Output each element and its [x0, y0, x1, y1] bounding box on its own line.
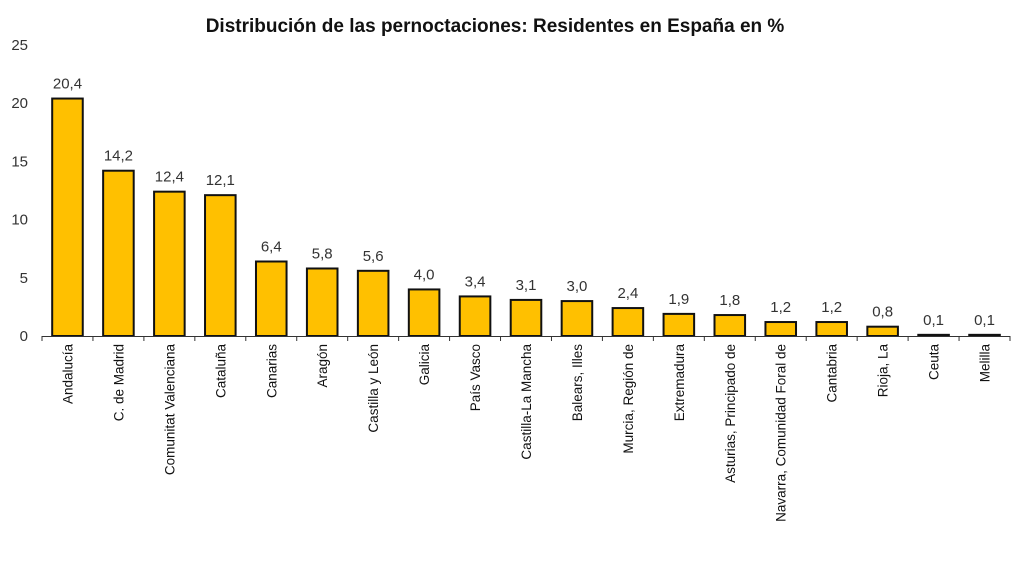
- data-label: 0,8: [872, 304, 893, 321]
- data-label: 2,4: [617, 285, 638, 302]
- category-label: Balears, Illes: [570, 344, 585, 422]
- data-label: 3,1: [516, 277, 537, 294]
- data-label: 14,2: [104, 148, 133, 165]
- bar-andalucía: [51, 97, 84, 337]
- data-label: 0,1: [974, 312, 995, 329]
- category-label: Navarra, Comunidad Foral de: [774, 344, 789, 522]
- bar-cantabria: [815, 321, 848, 338]
- bars: [51, 97, 1001, 338]
- y-tick-label: 15: [11, 153, 28, 170]
- category-label: Extremadura: [672, 344, 687, 422]
- category-label: Aragón: [315, 344, 330, 388]
- category-label: Castilla y León: [366, 344, 381, 433]
- bar-cataluña: [204, 194, 237, 337]
- category-label: C. de Madrid: [111, 344, 126, 421]
- data-label: 1,8: [719, 292, 740, 309]
- category-label: Melilla: [978, 344, 993, 383]
- data-label: 1,2: [821, 299, 842, 316]
- category-label: Canarias: [264, 344, 279, 398]
- bar-extremadura: [662, 312, 696, 338]
- bar-melilla: [968, 333, 1001, 337]
- category-label: Castilla-La Mancha: [519, 344, 534, 460]
- x-axis-ticks: [41, 336, 1011, 341]
- data-label: 5,8: [312, 245, 333, 262]
- category-labels: Andalucía C. de Madrid Comunitat Valencian…: [60, 344, 992, 522]
- bar-castilla-la-mancha: [509, 298, 543, 337]
- data-label: 1,9: [668, 291, 689, 308]
- bar-país-vasco: [458, 295, 492, 338]
- chart-title: Distribución de las pernoctaciones: Resi…: [206, 16, 785, 37]
- bar-rioja-la: [866, 325, 899, 337]
- category-label: Ceuta: [927, 344, 942, 381]
- category-label: Andalucía: [60, 344, 75, 405]
- data-label: 12,1: [206, 172, 235, 189]
- data-label: 20,4: [53, 76, 82, 93]
- data-label: 3,0: [567, 278, 588, 295]
- category-label: Galicia: [417, 344, 432, 386]
- y-axis-ticks: 0 5 10 15 20 25: [11, 37, 28, 345]
- data-label: 5,6: [363, 248, 384, 265]
- category-label: País Vasco: [468, 344, 483, 411]
- data-label: 3,4: [465, 273, 486, 290]
- category-label: Comunitat Valenciana: [162, 344, 177, 476]
- bar-comunitat-valenciana: [153, 190, 186, 337]
- bar-aragón: [305, 267, 339, 338]
- category-label: Rioja, La: [876, 344, 891, 398]
- bar-balears-illes: [560, 300, 594, 337]
- data-label: 12,4: [155, 169, 184, 186]
- y-tick-label: 0: [20, 328, 28, 345]
- bar-castilla-y-león: [356, 269, 390, 338]
- category-label: Murcia, Región de: [621, 344, 636, 454]
- bar-ceuta: [917, 333, 950, 337]
- bar-canarias: [254, 260, 288, 337]
- y-tick-label: 20: [11, 95, 28, 112]
- data-label: 4,0: [414, 266, 435, 283]
- y-tick-label: 10: [11, 212, 28, 229]
- bar-c-de-madrid: [102, 169, 135, 337]
- data-label: 1,2: [770, 299, 791, 316]
- category-label: Cantabria: [825, 344, 840, 403]
- bar-navarra-comunidad-foral-de: [764, 321, 798, 338]
- bar-asturias-principado-de: [713, 314, 747, 338]
- data-labels: 20,4 14,2 12,4 12,1 6,4 5,8 5,6 4,0 3,4 3,1 3,0 2,4…: [53, 76, 995, 329]
- category-label: Asturias, Principado de: [723, 344, 738, 483]
- y-tick-label: 5: [20, 270, 28, 287]
- data-label: 0,1: [923, 312, 944, 329]
- data-label: 6,4: [261, 239, 282, 256]
- y-tick-label: 25: [11, 37, 28, 54]
- bar-galicia: [407, 288, 441, 338]
- bar-murcia-región-de: [611, 307, 645, 337]
- category-label: Cataluña: [213, 344, 228, 399]
